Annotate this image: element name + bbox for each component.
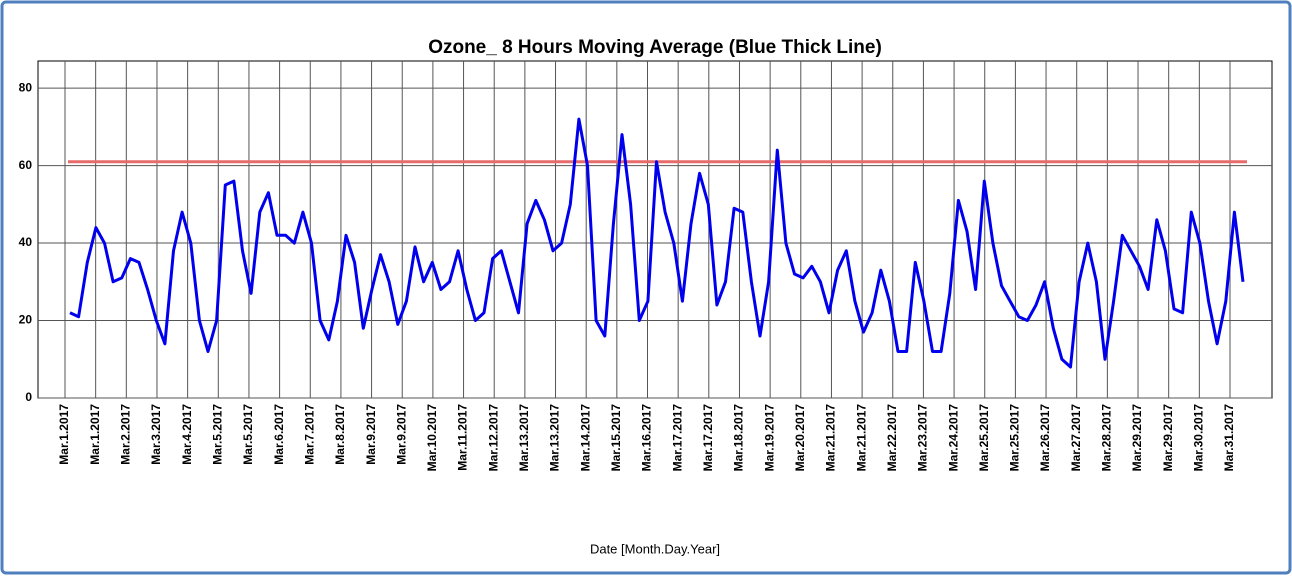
x-tick-label: Mar.26.2017: [1038, 404, 1052, 472]
x-tick-label: Mar.6.2017: [272, 404, 286, 465]
x-tick-label: Mar.10.2017: [425, 404, 439, 472]
x-tick-label: Mar.1.2017: [88, 404, 102, 465]
x-tick-label: Mar.4.2017: [180, 404, 194, 465]
x-tick-label: Mar.17.2017: [701, 404, 715, 472]
x-axis-label: Date [Month.Day.Year]: [590, 541, 720, 556]
x-tick-label: Mar.27.2017: [1069, 404, 1083, 472]
x-tick-label: Mar.24.2017: [946, 404, 960, 472]
y-tick-label: 20: [19, 313, 33, 327]
x-tick-label: Mar.20.2017: [793, 404, 807, 472]
x-tick-label: Mar.13.2017: [517, 404, 531, 472]
chart-title: Ozone_ 8 Hours Moving Average (Blue Thic…: [428, 37, 882, 58]
y-tick-label: 80: [19, 80, 33, 94]
x-tick-label: Mar.30.2017: [1192, 404, 1206, 472]
x-tick-label: Mar.28.2017: [1100, 404, 1114, 472]
x-tick-label: Mar.29.2017: [1161, 404, 1175, 472]
x-tick-label: Mar.7.2017: [302, 404, 316, 465]
x-tick-label: Mar.25.2017: [1008, 404, 1022, 472]
x-tick-label: Mar.21.2017: [854, 404, 868, 472]
x-tick-label: Mar.13.2017: [548, 404, 562, 472]
x-tick-label: Mar.23.2017: [916, 404, 930, 472]
x-tick-label: Mar.22.2017: [885, 404, 899, 472]
x-tick-label: Mar.19.2017: [762, 404, 776, 472]
x-tick-label: Mar.16.2017: [640, 404, 654, 472]
x-tick-label: Mar.5.2017: [241, 404, 255, 465]
x-tick-label: Mar.15.2017: [609, 404, 623, 472]
x-tick-label: Mar.29.2017: [1130, 404, 1144, 472]
x-tick-label: Mar.9.2017: [364, 404, 378, 465]
plot-area: [37, 60, 1273, 399]
x-tick-label: Mar.1.2017: [57, 404, 71, 465]
y-tick-label: 0: [25, 390, 32, 404]
x-tick-label: Mar.17.2017: [670, 404, 684, 472]
x-tick-label: Mar.8.2017: [333, 404, 347, 465]
x-tick-label: Mar.21.2017: [824, 404, 838, 472]
x-tick-label: Mar.12.2017: [486, 404, 500, 472]
x-tick-label: Mar.3.2017: [149, 404, 163, 465]
x-tick-label: Mar.5.2017: [210, 404, 224, 465]
y-tick-label: 60: [19, 158, 33, 172]
x-tick-label: Mar.31.2017: [1222, 404, 1236, 472]
x-tick-label: Mar.9.2017: [394, 404, 408, 465]
x-tick-label: Mar.25.2017: [977, 404, 991, 472]
x-tick-label: Mar.18.2017: [732, 404, 746, 472]
x-tick-label: Mar.11.2017: [456, 404, 470, 471]
x-tick-label: Mar.2.2017: [118, 404, 132, 465]
y-tick-label: 40: [19, 235, 33, 249]
data-line: [69, 117, 1245, 369]
x-tick-label: Mar.14.2017: [578, 404, 592, 472]
